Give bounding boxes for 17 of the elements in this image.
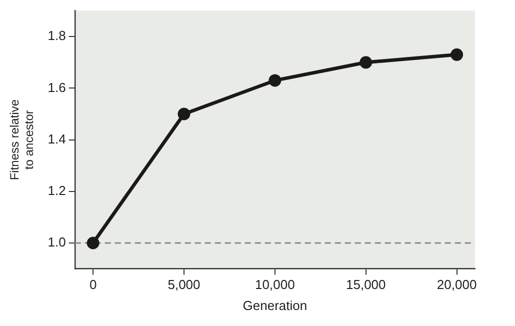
point [360, 56, 372, 69]
y-tick-label: 1.8 [48, 28, 66, 44]
x-tick-label: 15,000 [346, 277, 386, 292]
y-tick-label: 1.6 [48, 80, 66, 95]
y-tick-label: 1.4 [48, 131, 66, 146]
x-tick-label: 0 [89, 277, 97, 292]
point [86, 236, 100, 250]
y-axis-title: Fitness relative to ancestor [8, 99, 36, 180]
x-tick-label: 10,000 [255, 277, 295, 292]
point [178, 108, 190, 120]
y-tick-label: 1.2 [48, 182, 66, 198]
x-axis-title: Generation [242, 298, 308, 313]
x-tick-label: 5,000 [168, 277, 200, 292]
y-tick-label: 1.0 [48, 234, 66, 250]
point [450, 48, 464, 61]
x-tick-label: 20,000 [436, 277, 477, 292]
point [268, 74, 282, 87]
